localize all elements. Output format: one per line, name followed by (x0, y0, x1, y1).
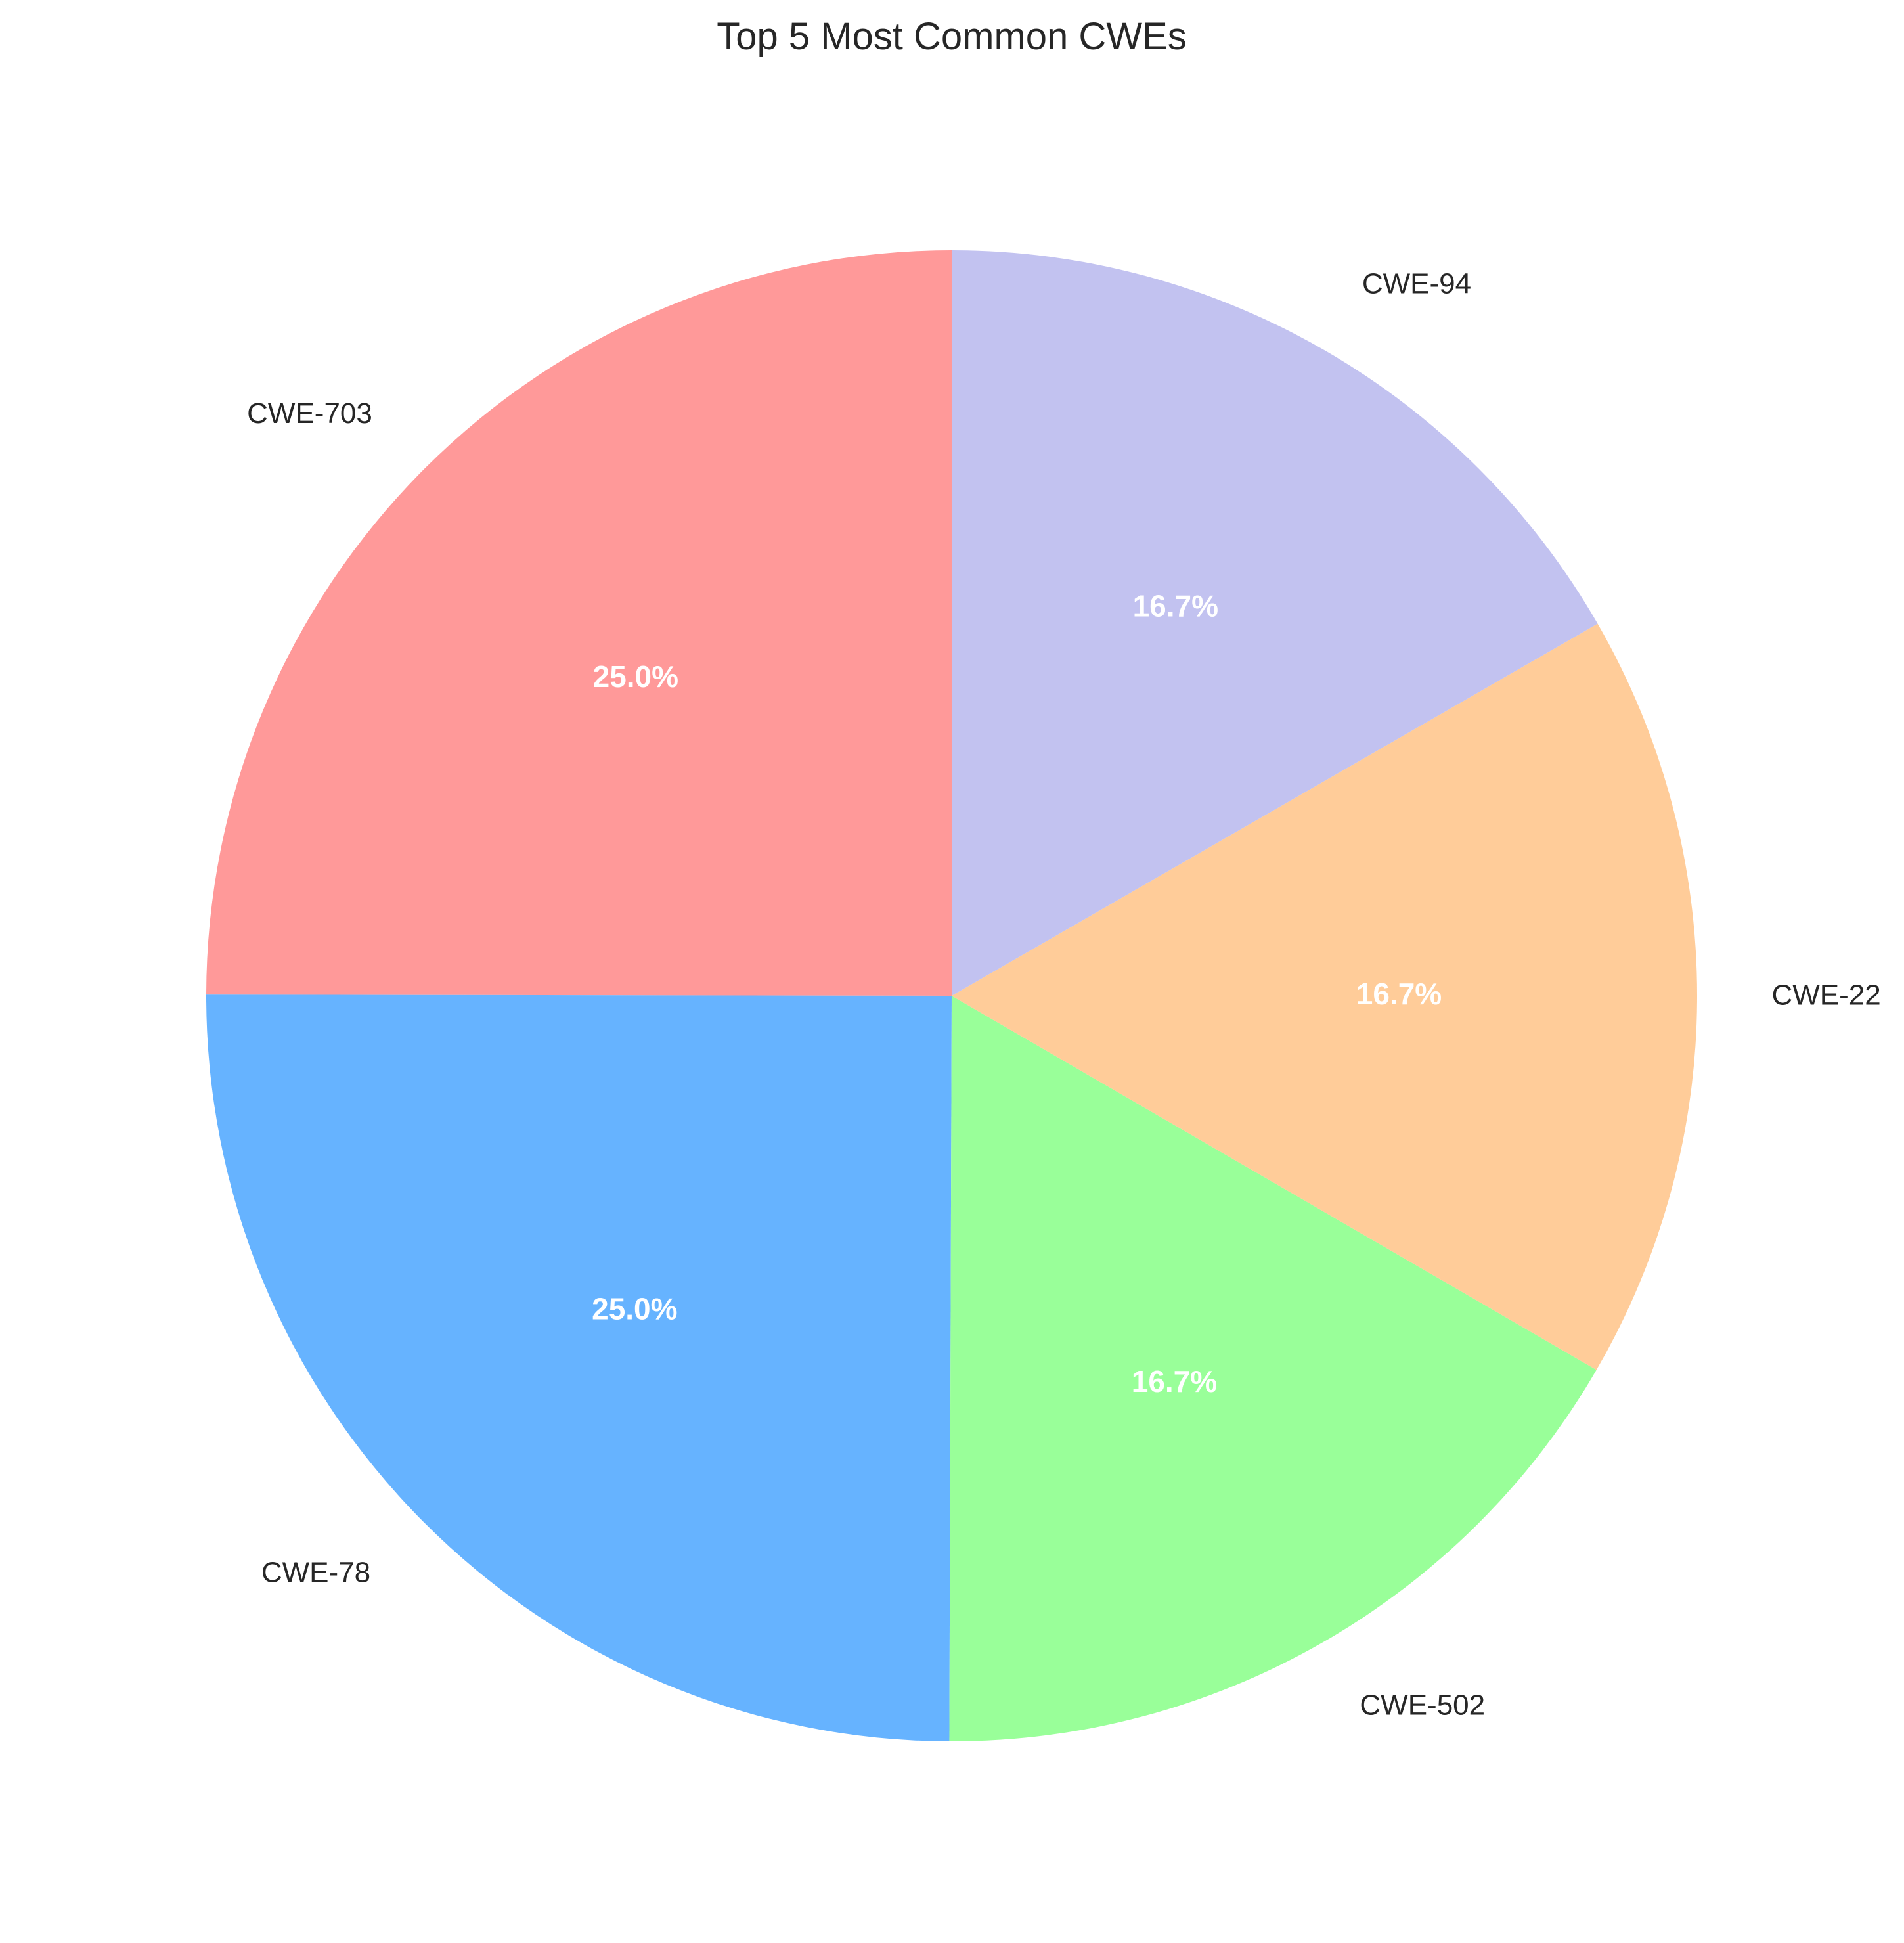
pie-slice-cwe-22 (952, 623, 1697, 1370)
slice-label-cwe-22: CWE-22 (1771, 979, 1880, 1012)
slice-label-cwe-502: CWE-502 (1360, 1689, 1485, 1721)
slice-labels: CWE-703 CWE-78 CWE-502 CWE-22 CWE-94 (247, 268, 1881, 1722)
percent-labels: 25.0% 25.0% 16.7% 16.7% 16.7% (592, 589, 1442, 1398)
slice-label-cwe-703: CWE-703 (247, 397, 372, 430)
slice-label-cwe-94: CWE-94 (1362, 268, 1471, 300)
pie-slice-cwe-502 (949, 996, 1597, 1741)
percent-label-cwe-94: 16.7% (1133, 589, 1218, 623)
percent-label-cwe-703: 25.0% (593, 659, 678, 694)
slice-label-cwe-78: CWE-78 (261, 1556, 370, 1588)
pie-slice-cwe-78 (206, 994, 952, 1741)
pie-slices (206, 250, 1697, 1741)
percent-label-cwe-78: 25.0% (592, 1292, 677, 1326)
pie-slice-cwe-94 (952, 250, 1598, 996)
pie-slice-cwe-703 (206, 250, 952, 996)
chart-title: Top 5 Most Common CWEs (717, 15, 1187, 58)
percent-label-cwe-502: 16.7% (1132, 1364, 1217, 1398)
percent-label-cwe-22: 16.7% (1356, 977, 1442, 1011)
